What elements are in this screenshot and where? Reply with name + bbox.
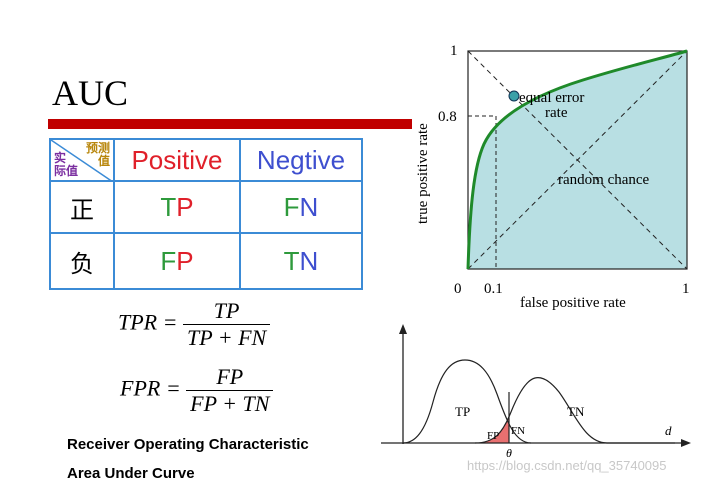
fpr-fraction: FP FP + TN <box>186 364 274 417</box>
fn-label: FN <box>511 425 525 437</box>
tpr-formula: TPR = TP TP + FN <box>118 298 271 351</box>
tn-label: TN <box>567 404 585 419</box>
x-tick-01: 0.1 <box>484 281 503 297</box>
cell-fn-f: F <box>283 191 300 222</box>
x-tick-one: 1 <box>682 281 690 297</box>
actual-label-line2: 际值 <box>54 164 79 178</box>
equal-error-rate-label: rate <box>545 105 568 121</box>
cell-tn: TN <box>239 232 363 290</box>
d-label: d <box>665 423 672 438</box>
cell-fp-f: F <box>160 245 177 276</box>
roc-diagram: 1 0.8 0 0.1 1 false positive rate true p… <box>415 43 690 311</box>
tpr-numerator: TP <box>182 298 271 325</box>
fpr-numerator: FP <box>186 364 274 391</box>
header-positive: Positive <box>113 138 241 182</box>
diagonal-line <box>52 141 110 179</box>
roc-frame <box>467 50 688 270</box>
predicted-label-line1: 预测 <box>85 141 110 155</box>
equal-error-point <box>508 90 520 102</box>
x-axis-arrow <box>681 439 691 447</box>
cell-fn-n: N <box>299 191 319 222</box>
matrix-corner: 预测 值 实 际值 <box>49 138 115 182</box>
y-axis-arrow <box>399 324 407 334</box>
random-chance-label: random chance <box>558 172 650 188</box>
cell-tp-p: P <box>176 191 194 222</box>
cell-tp: TP <box>113 180 241 234</box>
equal-error-label: equal error <box>519 90 584 106</box>
watermark: https://blog.csdn.net/qq_35740095 <box>467 458 667 473</box>
roc-curve <box>466 49 688 270</box>
y-axis-label: true positive rate <box>415 123 431 224</box>
roc-note: Receiver Operating Characteristic <box>67 436 309 453</box>
x-axis-label: false positive rate <box>520 295 626 311</box>
row-label-positive: 正 <box>49 180 115 234</box>
theta-label: θ <box>506 446 512 460</box>
y-tick-one: 1 <box>450 43 458 59</box>
equal-error-line <box>467 50 688 270</box>
tpr-denominator: TP + FN <box>186 325 267 350</box>
actual-label-line1: 实 <box>54 151 67 165</box>
x-tick-zero: 0 <box>454 281 462 297</box>
title-underline <box>48 119 412 129</box>
cell-fn: FN <box>239 180 363 234</box>
fp-label: FP <box>487 430 499 442</box>
cell-fp: FP <box>113 232 241 290</box>
tn-curve <box>474 377 675 444</box>
fpr-formula: FPR = FP FP + TN <box>120 364 274 417</box>
distribution-diagram: TP TN FP FN θ d <box>381 324 691 460</box>
cell-fp-p: P <box>176 245 194 276</box>
fpr-lhs: FPR = <box>120 375 181 401</box>
tp-label: TP <box>455 404 470 419</box>
cell-tn-t: T <box>283 245 300 276</box>
actual-label: 实 际值 <box>54 152 78 178</box>
confusion-matrix: 预测 值 实 际值 Positive Negtive 正 TP FN 负 FP … <box>49 138 363 290</box>
row-label-negative: 负 <box>49 232 115 290</box>
page-title: AUC <box>52 73 129 113</box>
header-negative: Negtive <box>239 138 363 182</box>
cell-tn-n: N <box>299 245 319 276</box>
cell-tp-t: T <box>160 191 177 222</box>
fp-region <box>475 416 509 443</box>
y-tick-08: 0.8 <box>438 109 457 125</box>
predicted-label-line2: 值 <box>97 154 110 168</box>
tpr-fraction: TP TP + FN <box>182 298 271 351</box>
fpr-denominator: FP + TN <box>190 391 270 416</box>
predicted-label: 预测 值 <box>86 142 110 168</box>
tpr-lhs: TPR = <box>118 309 178 335</box>
auc-note: Area Under Curve <box>67 465 195 482</box>
